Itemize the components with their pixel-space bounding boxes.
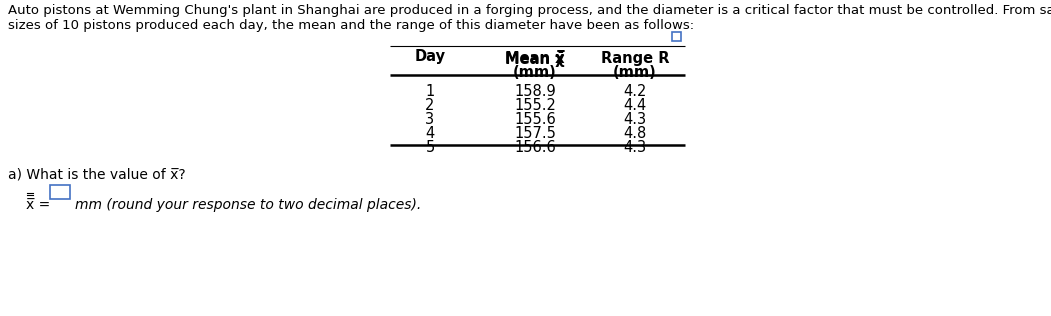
Text: Range R: Range R bbox=[601, 51, 669, 66]
Text: 4.3: 4.3 bbox=[623, 112, 646, 127]
Text: 2: 2 bbox=[426, 98, 435, 113]
Text: 3: 3 bbox=[426, 112, 434, 127]
Text: 156.6: 156.6 bbox=[514, 140, 556, 155]
Text: Mean χ̄: Mean χ̄ bbox=[506, 51, 564, 67]
Text: 4.3: 4.3 bbox=[623, 140, 646, 155]
Text: 4.2: 4.2 bbox=[623, 84, 646, 99]
Text: 4.8: 4.8 bbox=[623, 126, 646, 141]
FancyBboxPatch shape bbox=[50, 185, 70, 199]
Text: a) What is the value of x̅?: a) What is the value of x̅? bbox=[8, 168, 186, 182]
Text: mm (round your response to two decimal places).: mm (round your response to two decimal p… bbox=[75, 198, 421, 212]
Text: 155.6: 155.6 bbox=[514, 112, 556, 127]
Text: x̅ =: x̅ = bbox=[26, 198, 50, 212]
Text: Auto pistons at Wemming Chung's plant in Shanghai are produced in a forging proc: Auto pistons at Wemming Chung's plant in… bbox=[8, 4, 1051, 17]
Text: 5: 5 bbox=[426, 140, 435, 155]
Text: Day: Day bbox=[414, 48, 446, 64]
FancyBboxPatch shape bbox=[672, 32, 681, 41]
Text: 1: 1 bbox=[426, 84, 435, 99]
Text: (mm): (mm) bbox=[613, 65, 657, 80]
Text: 4.4: 4.4 bbox=[623, 98, 646, 113]
Text: (mm): (mm) bbox=[513, 65, 557, 80]
Text: sizes of 10 pistons produced each day, the mean and the range of this diameter h: sizes of 10 pistons produced each day, t… bbox=[8, 19, 694, 32]
Text: Mean x̅: Mean x̅ bbox=[506, 51, 564, 66]
Text: 157.5: 157.5 bbox=[514, 126, 556, 141]
Text: 155.2: 155.2 bbox=[514, 98, 556, 113]
Text: 4: 4 bbox=[426, 126, 435, 141]
Text: 158.9: 158.9 bbox=[514, 84, 556, 99]
